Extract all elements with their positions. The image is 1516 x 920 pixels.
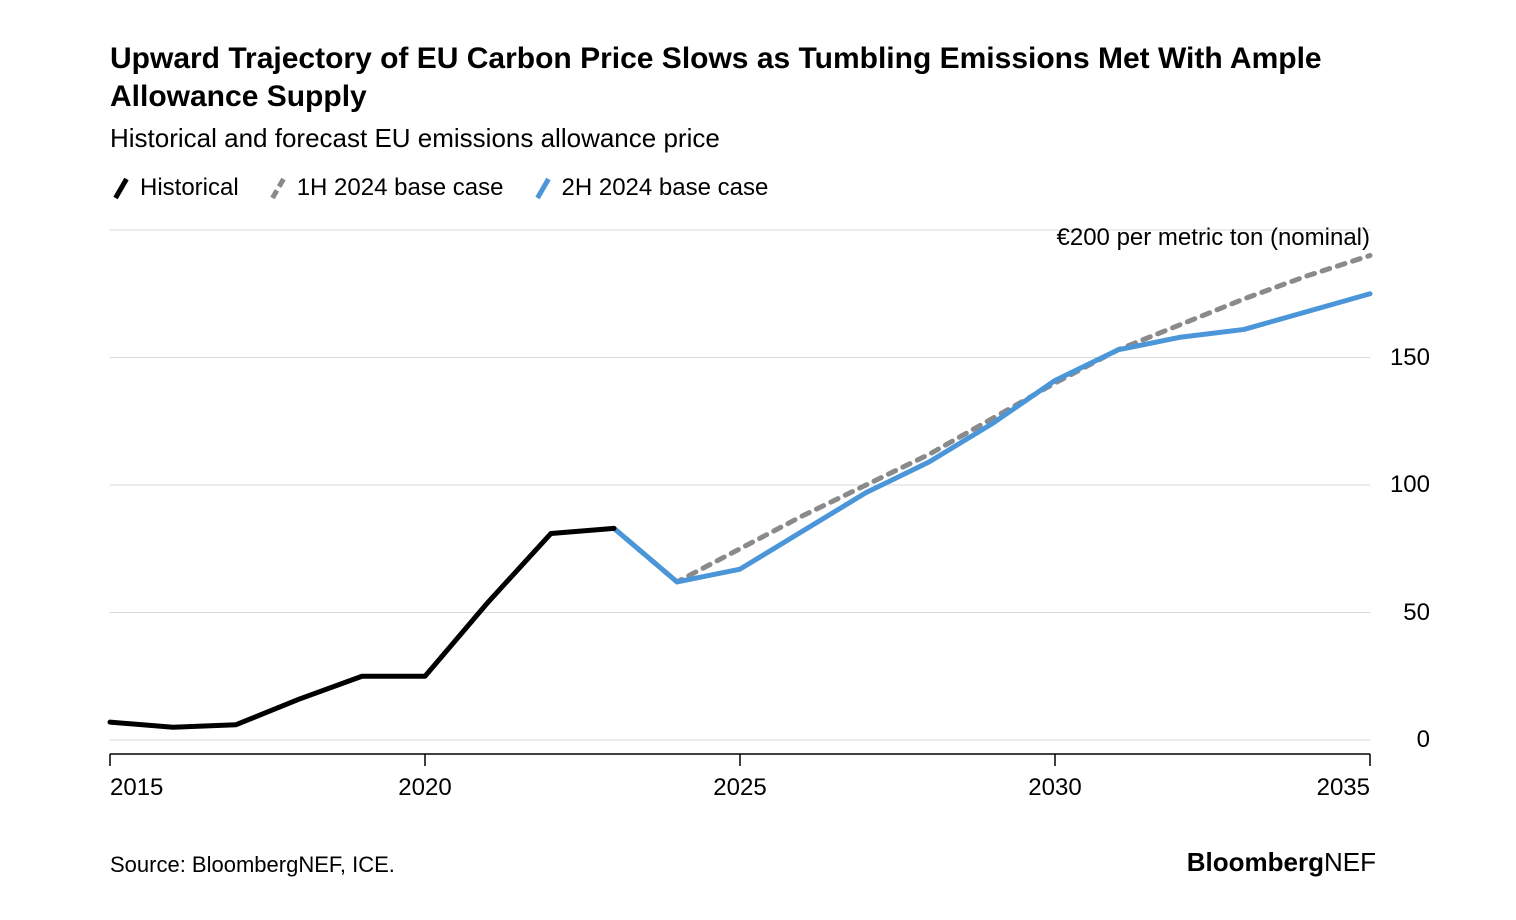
- y-tick-label: 50: [1403, 599, 1430, 627]
- legend: Historical 1H 2024 base case 2H 2024 bas…: [110, 174, 1446, 202]
- series-historical: [110, 528, 614, 727]
- plot-area: €200 per metric ton (nominal) 0501001502…: [110, 230, 1370, 740]
- x-tick-label: 2035: [1317, 774, 1370, 802]
- brand-rest: NEF: [1324, 847, 1376, 877]
- y-tick-label: 100: [1390, 471, 1430, 499]
- chart-container: Upward Trajectory of EU Carbon Price Slo…: [0, 0, 1516, 920]
- series-h1_2024: [614, 256, 1370, 582]
- y-axis-unit-label: €200 per metric ton (nominal): [1057, 224, 1370, 252]
- legend-swatch-historical: [113, 177, 128, 199]
- x-tick-label: 2030: [1028, 774, 1081, 802]
- series-h2_2024: [614, 294, 1370, 582]
- legend-swatch-h1-2024: [270, 177, 285, 199]
- chart-subtitle: Historical and forecast EU emissions all…: [110, 123, 1446, 154]
- legend-item-h1-2024: 1H 2024 base case: [267, 174, 504, 202]
- chart-title: Upward Trajectory of EU Carbon Price Slo…: [110, 40, 1446, 115]
- legend-item-historical: Historical: [110, 174, 239, 202]
- legend-label-h1-2024: 1H 2024 base case: [297, 174, 504, 202]
- legend-swatch-h2-2024: [535, 177, 550, 199]
- x-tick-label: 2025: [713, 774, 766, 802]
- y-tick-label: 150: [1390, 344, 1430, 372]
- brand-bold: Bloomberg: [1187, 847, 1324, 877]
- x-tick-label: 2015: [110, 774, 163, 802]
- legend-label-h2-2024: 2H 2024 base case: [562, 174, 769, 202]
- chart-svg: [110, 230, 1370, 770]
- brand-logo: BloombergNEF: [1187, 847, 1376, 878]
- y-tick-label: 0: [1417, 726, 1430, 754]
- source-text: Source: BloombergNEF, ICE.: [110, 852, 395, 878]
- x-tick-label: 2020: [398, 774, 451, 802]
- legend-item-h2-2024: 2H 2024 base case: [532, 174, 769, 202]
- legend-label-historical: Historical: [140, 174, 239, 202]
